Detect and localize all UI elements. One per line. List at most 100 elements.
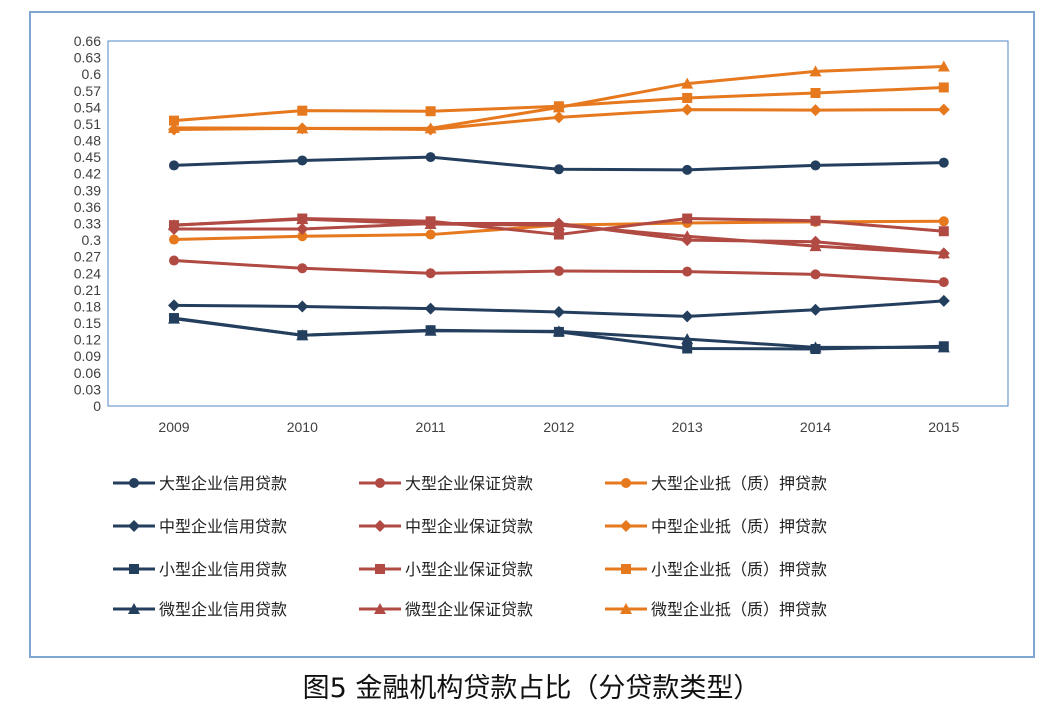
legend-label: 大型企业保证贷款 [405,474,533,493]
legend-swatch-marker [621,478,631,488]
series-2 [169,255,949,288]
data-point [937,341,950,353]
data-point [168,312,180,324]
data-point [681,77,694,89]
legend-item: 微型企业抵（质）押贷款 [605,600,827,619]
series-10 [168,312,950,353]
y-tick-label: 0.33 [74,216,101,232]
data-point [297,105,308,116]
data-point [682,92,693,103]
data-point [938,82,949,93]
x-tick-label: 2012 [543,419,574,435]
data-point [938,226,949,237]
data-point [297,231,308,242]
data-point [809,104,822,117]
y-tick-label: 0.15 [74,315,101,331]
legend-label: 小型企业抵（质）押贷款 [651,560,827,579]
legend-swatch-marker [374,603,386,614]
line-chart: 0.660.630.60.570.540.510.480.450.420.390… [74,33,1009,619]
legend-label: 小型企业信用贷款 [159,560,287,579]
data-point [810,215,821,226]
legend-item: 微型企业信用贷款 [113,600,287,619]
legend-item: 中型企业保证贷款 [359,517,533,536]
data-point [168,299,180,312]
y-tick-label: 0.24 [74,265,101,281]
y-tick-label: 0.27 [74,249,101,265]
data-point [938,277,949,288]
legend-label: 微型企业信用贷款 [159,600,287,619]
data-point [168,121,180,133]
legend-item: 微型企业保证贷款 [359,600,533,619]
data-point [809,303,822,316]
legend-label: 小型企业保证贷款 [405,560,533,579]
legend-swatch-marker [620,520,632,532]
series-11 [168,213,950,259]
y-tick-label: 0.6 [82,66,102,82]
legend-swatch-marker [374,520,386,532]
data-point [810,160,821,171]
legend-item: 小型企业抵（质）押贷款 [605,560,827,579]
legend-swatch-marker [129,478,139,488]
legend-label: 中型企业保证贷款 [405,517,533,536]
data-point [297,155,308,166]
data-point [296,213,309,225]
y-tick-label: 0.03 [74,381,101,397]
data-point [296,300,309,313]
y-tick-label: 0.63 [74,50,101,66]
legend-item: 大型企业抵（质）押贷款 [605,474,827,493]
data-point [424,302,437,315]
data-point [938,157,949,168]
y-tick-label: 0.57 [74,83,101,99]
data-point [681,333,694,345]
data-point [425,152,436,163]
data-point [937,294,950,307]
data-point [552,219,565,231]
legend-item: 大型企业信用贷款 [113,474,287,493]
y-tick-label: 0.66 [74,33,101,49]
x-tick-label: 2011 [416,419,446,435]
x-tick-label: 2009 [158,419,189,435]
data-point [168,219,180,231]
data-point [424,218,437,230]
data-point [682,266,693,277]
legend-label: 中型企业信用贷款 [159,517,287,536]
data-point [937,103,950,116]
plot-area [107,40,1009,407]
data-point [682,164,693,175]
data-point [425,229,436,240]
legend-swatch-marker [375,478,385,488]
chart-frame: 0.66 0.63 0.6 0.57 0.54 0.51 0.48 0.45 0.42 0.39 0… [29,11,1035,658]
data-point [937,60,950,72]
legend-label: 微型企业抵（质）押贷款 [651,600,827,619]
legend-swatch-marker [621,564,631,574]
data-point [810,269,821,280]
data-point [681,230,694,242]
y-tick-label: 0.3 [82,232,102,248]
y-tick-label: 0.54 [74,99,101,115]
data-point [810,87,821,98]
x-tick-label: 2013 [672,419,703,435]
data-point [296,122,309,134]
data-point [425,106,436,117]
y-tick-label: 0.42 [74,166,101,182]
y-tick-label: 0.48 [74,133,101,149]
data-point [553,164,564,175]
data-point [169,115,179,126]
legend-item: 中型企业抵（质）押贷款 [605,517,827,536]
data-point [424,122,437,134]
y-tick-label: 0.06 [74,365,101,381]
series-4 [168,294,950,323]
data-point [296,223,309,236]
data-point [297,263,308,274]
data-point [681,103,694,116]
data-point [553,266,564,277]
data-point [553,229,564,240]
legend-label: 大型企业信用贷款 [159,474,287,493]
data-point [809,65,822,77]
x-tick-label: 2014 [800,419,831,435]
legend-swatch-marker [128,603,140,614]
data-point [937,247,950,259]
legend-label: 微型企业保证贷款 [405,600,533,619]
x-tick-label: 2015 [928,419,959,435]
legend-swatch-marker [129,564,139,574]
